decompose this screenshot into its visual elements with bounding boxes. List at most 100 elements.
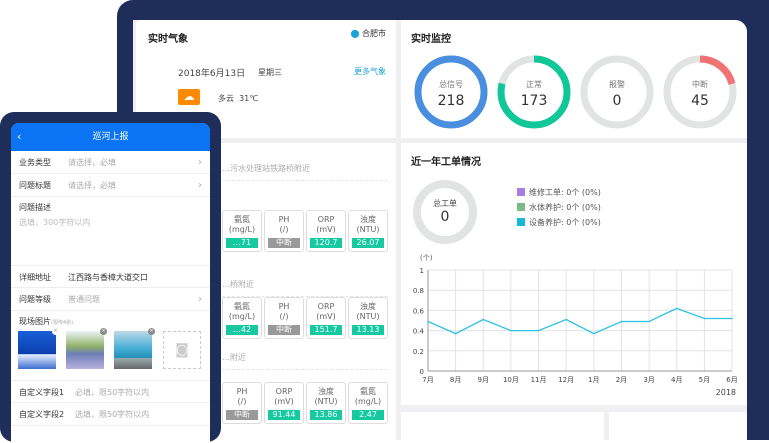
data-point [510, 329, 512, 332]
sensor-value: 中断 [268, 238, 300, 248]
sensor-name: ORP [317, 215, 335, 224]
business-type-field[interactable]: 业务类型 请选择，必填 › [11, 151, 210, 174]
total-orders-donut [413, 180, 477, 244]
sensor-tile[interactable]: ORP (mV) 151.7 [306, 297, 346, 339]
sensor-tile[interactable]: 氨氮 (mg/L) 2.47 [348, 382, 388, 424]
gauge-track [580, 55, 654, 129]
gauge-arc [663, 55, 737, 129]
sensor-tile[interactable]: PH (/) 中断 [264, 297, 304, 339]
sensor-tile[interactable]: PH (/) 中断 [222, 382, 262, 424]
sensor-unit: (mg/L) [228, 312, 256, 321]
sensor-name: 浊度 [360, 215, 376, 224]
y-tick-label: 1 [420, 267, 424, 275]
form-header: ‹ 巡河上报 [11, 123, 210, 151]
sensor-unit: (NTU) [356, 225, 380, 234]
orders-title: 近一年工单情况 [411, 157, 481, 168]
address-field[interactable]: 详细地址 江西路与香樟大道交口 [11, 265, 210, 288]
gauge-value: 173 [521, 93, 548, 109]
data-point [454, 332, 457, 335]
sensor-tile[interactable]: 浊度 (NTU) 26.07 [348, 210, 388, 252]
sensor-unit: (NTU) [314, 397, 338, 406]
sensor-name: PH [278, 215, 290, 224]
sensor-tile[interactable]: ORP (mV) 120.7 [306, 210, 346, 252]
issue-title-field[interactable]: 问题标题 请选择，必填 › [11, 174, 210, 197]
photo-thumb[interactable]: × [18, 328, 59, 369]
sensor-tile[interactable]: 浊度 (NTU) 13.86 [306, 382, 346, 424]
sensor-value: 120.7 [310, 238, 342, 248]
description-textarea[interactable]: 选填，300字符以内 [19, 218, 91, 227]
add-photo-camera-icon[interactable]: ◙ [163, 331, 201, 369]
data-point [648, 320, 650, 323]
phone-frame: ‹ 巡河上报 业务类型 请选择，必填 › 问题标题 请选择，必填 › 问题描述 选填，3… [0, 112, 221, 443]
gauge-label: 总信号 [439, 79, 463, 89]
y-axis-unit: (个) [420, 254, 433, 262]
gauge-group: 总信号 218 正常 173 报警 0 中断 45 [414, 55, 737, 129]
total-orders-value: 0 [440, 209, 450, 225]
sensor-tile[interactable]: PH (/) 中断 [264, 210, 304, 252]
location-pin-icon: ⬤ [350, 29, 360, 38]
remove-photo-icon: × [52, 328, 59, 335]
sensor-tile[interactable]: 氨氮 (mg/L) …71 [222, 210, 262, 252]
x-year-label: 2018 [716, 388, 736, 397]
photo-thumb[interactable]: × [66, 328, 107, 369]
city-selector[interactable]: ⬤ 合肥市 [351, 28, 387, 39]
station-name: …污水处理站铁路桥附近 [222, 163, 388, 181]
sensor-value: 13.13 [352, 325, 384, 335]
gauge-label: 正常 [526, 80, 542, 89]
sensor-value: 26.07 [352, 238, 384, 248]
sensor-name: ORP [275, 387, 293, 396]
sensor-name: 氨氮 [360, 387, 376, 396]
sensor-value: 中断 [268, 325, 300, 335]
sensor-unit: (mg/L) [354, 397, 382, 406]
weather-date: 2018年6月13日 [178, 69, 246, 79]
custom-field-2[interactable]: 自定义字段2 选填，限50字符以内 [11, 403, 210, 426]
data-point [593, 332, 595, 335]
sensor-value: …42 [226, 325, 258, 335]
sensor-name: ORP [317, 302, 335, 311]
sensor-unit: (NTU) [356, 312, 380, 321]
photo-thumb[interactable]: × [114, 328, 155, 369]
legend-item: 水体养护: 0个 (0%) [517, 202, 601, 213]
monitor-card: 实时监控 总信号 218 正常 173 报警 0 中断 45 [401, 20, 747, 138]
sensor-tile[interactable]: 浊度 (NTU) 13.13 [348, 297, 388, 339]
gauge-value: 218 [438, 93, 465, 109]
x-tick-label: 12月 [558, 376, 574, 384]
gauge-label: 报警 [609, 79, 625, 89]
legend-swatch [517, 218, 525, 226]
data-point [675, 307, 678, 310]
x-tick-label: 6月 [726, 376, 737, 384]
station-name: …附近 [222, 352, 388, 370]
legend-swatch [517, 188, 525, 196]
description-label: 问题描述 [19, 203, 51, 212]
back-arrow-icon[interactable]: ‹ [17, 130, 22, 143]
data-point [427, 320, 429, 323]
more-weather-link[interactable]: 更多气象 [354, 67, 386, 76]
chevron-right-icon: › [198, 294, 202, 305]
weather-weekday: 星期三 [258, 68, 282, 77]
bottom-card-2 [609, 412, 747, 440]
bottom-card-1 [401, 412, 604, 440]
x-tick-label: 11月 [531, 376, 547, 384]
sensor-name: 氨氮 [234, 215, 250, 224]
sensor-value: 91.44 [268, 410, 300, 420]
remove-photo-icon: × [100, 328, 107, 335]
weather-condition: 多云 31℃ [218, 94, 259, 103]
legend-swatch [517, 203, 525, 211]
y-tick-label: 0.6 [413, 307, 425, 315]
custom-field-1[interactable]: 自定义字段1 必填，限50字符以内 [11, 380, 210, 403]
temperature: 31℃ [239, 94, 259, 103]
sensor-value: 13.86 [310, 410, 342, 420]
sensor-unit: (/) [279, 225, 289, 234]
sensor-unit: (mV) [316, 312, 336, 321]
x-tick-label: 4月 [671, 376, 682, 384]
station-name: …桥附近 [222, 279, 388, 297]
y-tick-label: 0.4 [413, 328, 425, 336]
dashboard: 实时气象 ⬤ 合肥市 2018年6月13日 星期三 更多气象 ☁ 多云 31℃ … [133, 20, 747, 440]
issue-level-field[interactable]: 问题等级 普通问题 › [11, 288, 210, 311]
sensor-tile[interactable]: 氨氮 (mg/L) …42 [222, 297, 262, 339]
data-point [565, 318, 567, 321]
data-point [703, 317, 706, 320]
chevron-right-icon: › [198, 180, 202, 191]
sensor-tile[interactable]: ORP (mV) 91.44 [264, 382, 304, 424]
gauge-value: 0 [613, 93, 622, 109]
